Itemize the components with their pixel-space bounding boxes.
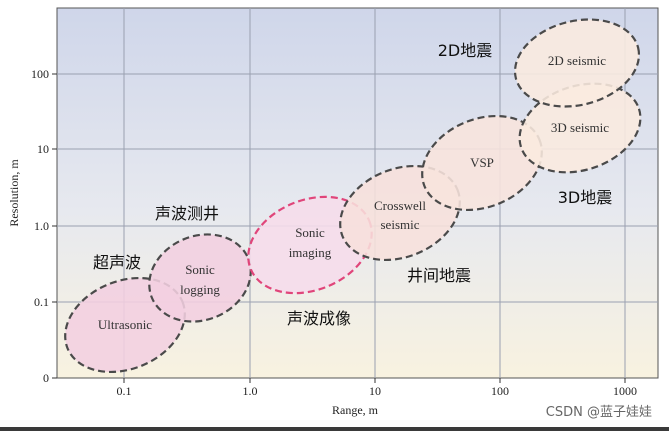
y-axis-title: Resolution, m: [7, 159, 21, 227]
region-label: Sonic: [295, 225, 325, 240]
region-2d-seismic: 2D seismic: [513, 18, 641, 108]
y-tick-label: 0: [43, 371, 49, 385]
y-tick-label: 0.1: [34, 295, 49, 309]
annotation-label: 声波成像: [287, 309, 351, 328]
x-tick-label: 100: [491, 384, 509, 398]
annotation-label: 超声波: [93, 253, 141, 272]
region-ellipse: [513, 18, 641, 108]
region-vsp: VSP: [421, 114, 543, 212]
x-tick-label: 0.1: [117, 384, 132, 398]
annotation-label: 声波测井: [155, 204, 219, 223]
region-label: 3D seismic: [551, 120, 609, 135]
axes: 0.1 1.0 10 100 1000 0 0.1 1.0 10 100: [31, 67, 637, 398]
y-tick-label: 10: [37, 142, 49, 156]
x-tick-label: 1.0: [243, 384, 258, 398]
annotation-label: 井间地震: [407, 266, 471, 285]
y-tick-label: 1.0: [34, 219, 49, 233]
bottom-border: [0, 427, 669, 431]
x-tick-label: 10: [369, 384, 381, 398]
regions: Ultrasonic Sonic logging Sonic imaging Crossw…: [64, 18, 642, 374]
region-label: logging: [180, 282, 220, 297]
region-label: 2D seismic: [548, 53, 606, 68]
x-axis-title: Range, m: [332, 403, 379, 417]
region-label: imaging: [289, 245, 332, 260]
region-3d-seismic: 3D seismic: [518, 82, 642, 174]
region-sonic-logging: Sonic logging: [148, 233, 252, 323]
x-tick-label: 1000: [613, 384, 637, 398]
region-label: VSP: [470, 155, 494, 170]
watermark: CSDN @蓝子娃娃: [546, 405, 652, 420]
region-label: Sonic: [185, 262, 215, 277]
annotation-label: 3D地震: [558, 188, 613, 207]
region-label: Ultrasonic: [98, 317, 152, 332]
region-label: Crosswell: [374, 198, 426, 213]
region-label: seismic: [381, 217, 420, 232]
y-tick-label: 100: [31, 67, 49, 81]
region-ellipse: [148, 233, 252, 323]
annotation-label: 2D地震: [438, 41, 493, 60]
